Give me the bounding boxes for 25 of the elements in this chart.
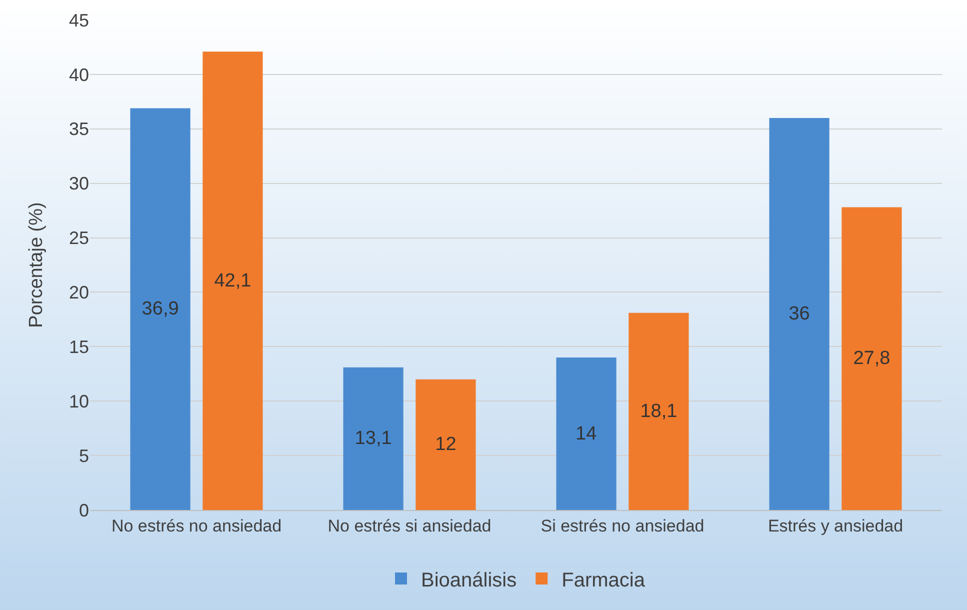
y-tick-label: 20 — [68, 282, 89, 303]
x-tick-label: Si estrés no ansiedad — [540, 516, 704, 536]
data-label: 42,1 — [214, 270, 252, 292]
y-tick-label: 10 — [68, 391, 89, 412]
x-tick-label: Estrés y ansiedad — [768, 516, 904, 536]
y-tick-label: 15 — [68, 336, 89, 357]
y-tick-label: 35 — [68, 119, 89, 140]
y-tick-label: 5 — [78, 446, 89, 466]
data-label: 36 — [788, 304, 810, 324]
y-tick-label: 45 — [68, 10, 89, 30]
x-tick-label: No estrés si ansiedad — [328, 516, 492, 536]
y-tick-label: 30 — [68, 174, 89, 194]
legend-label: Farmacia — [562, 569, 646, 592]
data-label: 18,1 — [640, 400, 678, 422]
x-tick-label: No estrés no ansiedad — [111, 516, 282, 536]
y-tick-label: 25 — [68, 228, 89, 248]
y-axis-title: Porcentaje (%) — [26, 202, 47, 328]
y-tick-label: 0 — [78, 500, 89, 520]
y-tick-label: 40 — [68, 64, 89, 85]
data-label: 27,8 — [853, 348, 890, 370]
data-label: 14 — [576, 423, 598, 444]
data-label: 36,9 — [142, 298, 179, 320]
legend-label: Bioanálisis — [421, 569, 517, 592]
data-label: 12 — [435, 434, 456, 456]
data-label: 13,1 — [354, 428, 392, 450]
